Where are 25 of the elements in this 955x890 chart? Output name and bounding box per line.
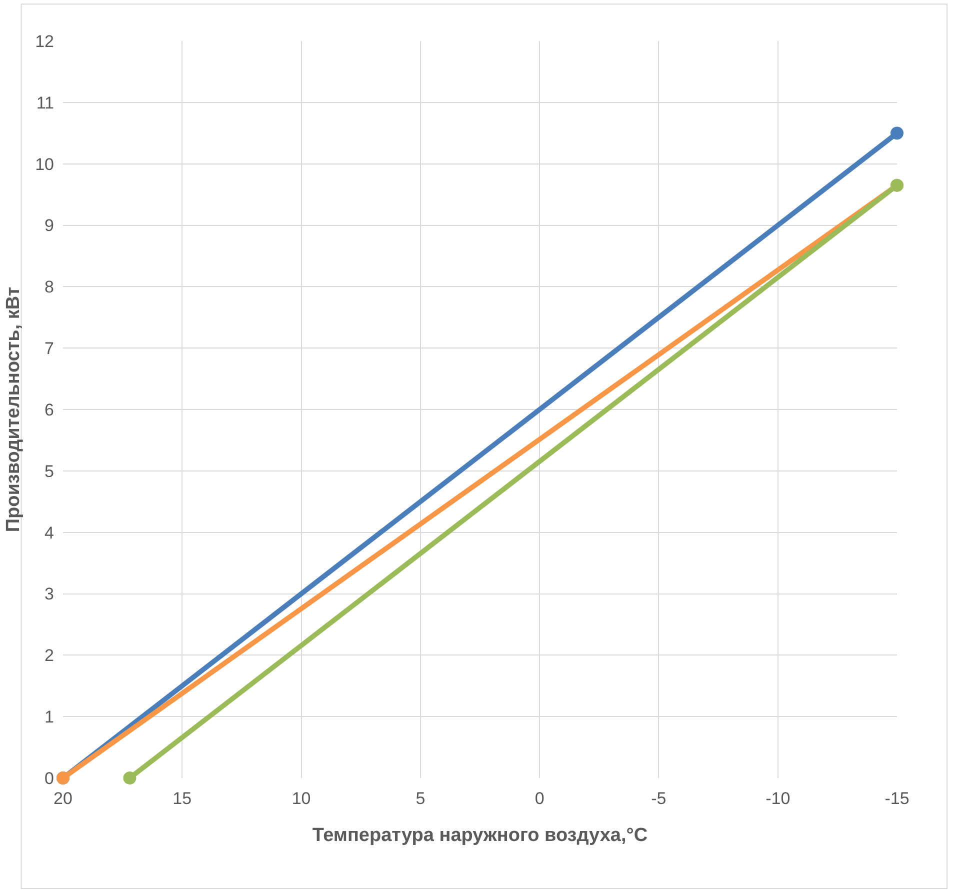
y-tick-label: 0 bbox=[44, 768, 54, 788]
y-tick-label: 5 bbox=[44, 462, 54, 481]
y-tick-label: 7 bbox=[44, 339, 54, 358]
x-tick-label: -10 bbox=[766, 789, 790, 808]
point bbox=[123, 772, 136, 784]
x-tick-label: 10 bbox=[292, 789, 311, 808]
y-tick-label: 3 bbox=[44, 584, 54, 604]
y-tick-label: 4 bbox=[44, 523, 54, 542]
y-tick-label: 8 bbox=[44, 278, 54, 297]
x-tick-label: 0 bbox=[534, 789, 544, 808]
x-tick-label: 20 bbox=[54, 789, 72, 808]
y-tick-label: 2 bbox=[44, 646, 54, 666]
y-axis-title: Производительность, кВт bbox=[2, 286, 24, 532]
point bbox=[890, 126, 904, 140]
x-axis-title: Температура наружного воздуха,°C bbox=[312, 824, 648, 846]
y-tick-label: 12 bbox=[35, 32, 54, 51]
y-tick-label: 9 bbox=[44, 216, 54, 236]
x-tick-label: -15 bbox=[884, 789, 910, 808]
x-tick-label: 5 bbox=[416, 789, 426, 808]
y-tick-label: 6 bbox=[44, 400, 54, 420]
y-tick-label: 11 bbox=[36, 93, 54, 112]
y-tick-label: 1 bbox=[44, 708, 54, 727]
x-tick-label: -5 bbox=[651, 789, 666, 808]
x-tick-label: 15 bbox=[172, 789, 192, 808]
y-tick-label: 10 bbox=[35, 154, 54, 174]
